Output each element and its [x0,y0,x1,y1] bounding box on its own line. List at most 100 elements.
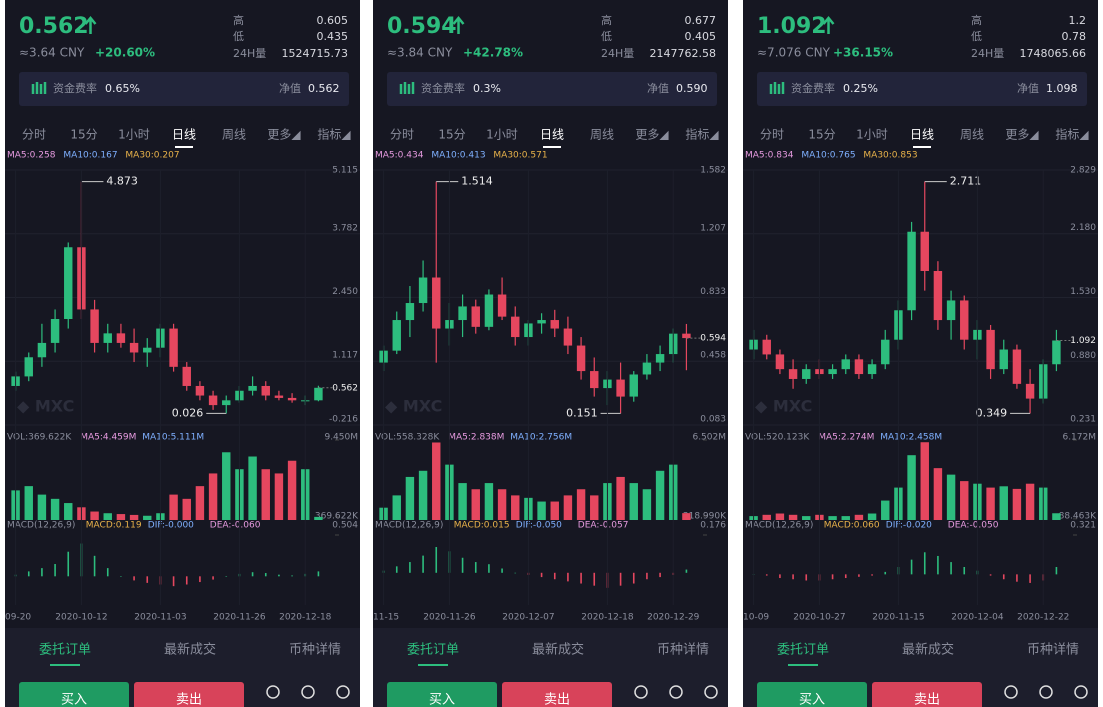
order-tab[interactable]: 币种详情 [1027,643,1079,658]
volume-bar [143,515,152,520]
volume-bar [920,442,929,520]
toolbar-icon[interactable] [704,685,718,699]
period-tab[interactable]: 周线 [222,128,246,142]
buy-button[interactable] [387,682,497,707]
order-tab-underline [418,664,448,666]
order-tab[interactable]: 委托订单 [407,643,459,658]
macd-bar [619,572,622,586]
tab-underline [913,146,931,148]
order-tab[interactable]: 最新成交 [532,642,584,658]
period-tab[interactable]: 日线 [540,128,564,142]
volume-bar [497,489,507,520]
period-tab[interactable]: 1小时 [486,128,518,142]
period-tab[interactable]: 1小时 [118,128,150,142]
macd-bar [27,571,30,577]
volume-bar [405,476,415,520]
candle-body [484,294,494,327]
candle-body [208,395,218,406]
funding-label: 资金费率 [421,81,465,95]
volume-bar [946,474,956,520]
toolbar-icon[interactable] [1074,685,1088,699]
candle-body [471,306,480,327]
period-tab[interactable]: 指标◢ [685,127,719,142]
volume-bar [576,489,586,520]
period-tab[interactable]: 分时 [390,128,414,142]
x-tick-label: 2020-12-22 [1017,613,1069,623]
period-tab[interactable]: 更多◢ [267,128,301,142]
order-tab[interactable]: 币种详情 [657,643,709,658]
order-tab[interactable]: 委托订单 [777,643,829,658]
sell-button[interactable] [872,682,982,707]
candle-body [682,333,691,339]
toolbar-icon[interactable] [336,685,350,699]
ma-legend: MA30:0.571 [493,151,547,161]
volume-bar [248,456,257,520]
macd-bar [212,576,214,580]
candle-body [550,320,559,329]
toolbar-icon[interactable] [634,685,648,699]
candle-body [802,369,811,379]
toolbar-icon[interactable] [1039,685,1053,699]
vol-tick-label: 88.463K [1059,512,1097,522]
watermark: ◆ MXC [755,397,812,416]
macd-bar [54,564,56,577]
period-tab[interactable]: 分时 [760,128,784,142]
period-tab[interactable]: 15分 [808,128,835,142]
toolbar-icon[interactable] [301,685,315,699]
volume-bar [828,516,837,520]
toolbar-icon[interactable] [266,685,280,699]
cny-price: ≈7.076 CNY [757,46,831,60]
macd-bar [422,555,424,573]
macd-legend: DEA:-0.050 [948,521,999,531]
macd-legend: DIF:-0.050 [516,521,562,531]
period-tab[interactable]: 15分 [438,128,465,142]
period-tab[interactable]: 1小时 [856,128,888,142]
funding-icon [399,82,415,94]
macd-bar [1029,574,1031,583]
up-arrow [452,16,465,34]
period-tab[interactable]: 更多◢ [1005,128,1039,142]
period-tab[interactable]: 指标◢ [317,127,351,142]
period-tab[interactable]: 日线 [172,128,196,142]
macd-bar [514,572,517,574]
x-tick-label: 2020-10-27 [793,613,845,623]
current-price-label: 0.562 [332,383,358,393]
vol-value: 2147762.58 [650,47,716,60]
order-tab[interactable]: 币种详情 [289,643,341,658]
vol-tick-label: 6.172M [1062,433,1096,443]
macd-bar [488,564,490,573]
x-tick-label: 2020-12-07 [502,613,554,623]
x-tick-label: 2020-11-03 [134,613,186,623]
sell-button[interactable] [502,682,612,707]
macd-bar [435,547,438,573]
candle-body [1025,383,1035,399]
nav-value: 0.562 [308,82,340,95]
max-label: 2.711 [950,175,982,188]
macd-bar [963,566,966,575]
volume-bar [129,514,139,520]
ma-legend: MA10:0.413 [431,151,485,161]
sell-button[interactable] [134,682,244,707]
vol-legend: VOL:558.328K [375,433,440,443]
x-tick-label: 2020-12-04 [951,613,1004,623]
period-tab[interactable]: 分时 [22,128,46,142]
volume-bar [907,455,916,520]
buy-button[interactable] [19,682,129,707]
period-tab[interactable]: 周线 [960,128,984,142]
macd-bar [1002,574,1005,580]
period-tab[interactable]: 更多◢ [635,128,669,142]
candle-body [129,342,139,353]
buy-button[interactable] [757,682,867,707]
order-tab[interactable]: 最新成交 [164,642,216,658]
period-tab[interactable]: 指标◢ [1055,127,1089,142]
period-tab[interactable]: 15分 [70,128,97,142]
vol-legend: MA5:4.459M [80,433,136,443]
order-tab[interactable]: 最新成交 [902,642,954,658]
period-tab[interactable]: 周线 [590,128,614,142]
period-tab[interactable]: 日线 [910,128,934,142]
toolbar-icon[interactable] [669,685,683,699]
toolbar-icon[interactable] [1004,685,1018,699]
macd-bar [989,574,992,576]
candle-body [195,385,205,396]
order-tab[interactable]: 委托订单 [39,643,91,658]
